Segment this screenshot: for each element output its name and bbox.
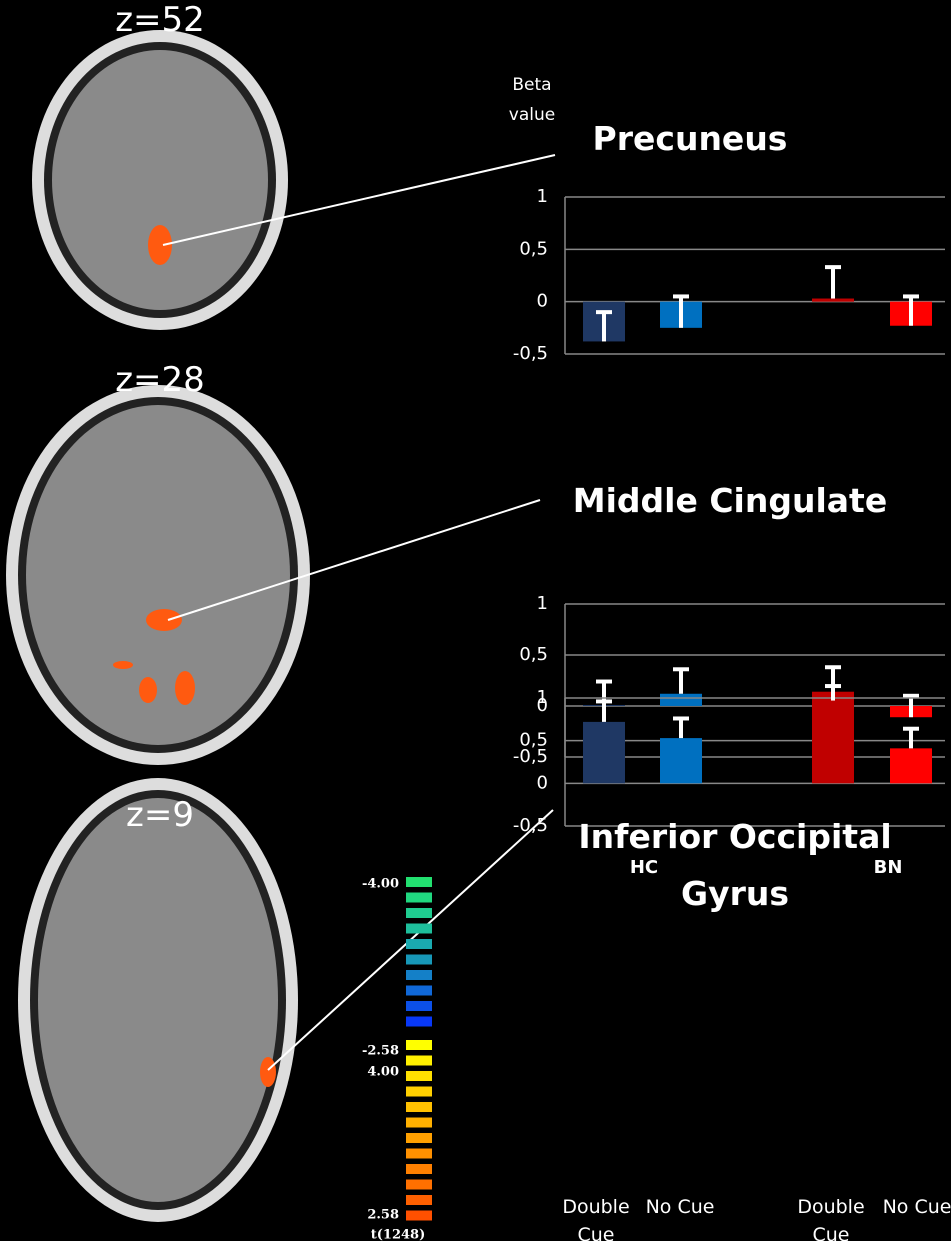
brain-slice: [6, 385, 310, 765]
colorbar-swatch: [406, 985, 432, 996]
colorbar-swatch: [406, 892, 432, 903]
slice-label: z=28: [115, 360, 205, 400]
colorbar-title: t(1248): [371, 1228, 426, 1241]
y-tick-label: 0,5: [519, 730, 548, 751]
connector: [162, 154, 556, 246]
colorbar-swatch: [406, 1117, 432, 1128]
colorbar-swatch: [406, 923, 432, 934]
chart-title: Precuneus: [592, 119, 788, 158]
colorbar-swatch: [406, 1102, 432, 1112]
y-axis-label: Beta value: [508, 75, 556, 125]
x-tick-label: Double Cue: [562, 1196, 630, 1241]
bar: [812, 700, 854, 784]
brain-slice: [32, 30, 288, 330]
brain-slice: [18, 778, 298, 1222]
colorbar-swatch: [406, 1148, 432, 1159]
x-tick-label: No Cue: [645, 1196, 715, 1218]
colorbar-swatch: [406, 877, 432, 887]
y-tick-label: -0,5: [513, 343, 548, 364]
x-tick-label: Double Cue: [797, 1196, 865, 1241]
colorbar-swatch: [406, 970, 432, 980]
colorbar-swatch: [406, 1133, 432, 1143]
y-tick-label: 0: [537, 291, 548, 312]
y-tick-label: 0,5: [519, 238, 548, 259]
colorbar-swatch: [406, 1210, 432, 1221]
slice-label: z=52: [115, 0, 205, 40]
colorbar-swatch: [406, 1040, 432, 1050]
bar: [812, 298, 854, 302]
colorbar-swatch: [406, 1195, 432, 1205]
group-label: BN: [874, 857, 903, 878]
chart-title: Inferior Occipital Gyrus: [578, 817, 892, 913]
colorbar-label: 2.58: [367, 1208, 399, 1223]
y-tick-label: 1: [537, 186, 548, 207]
chart-title: Middle Cingulate: [572, 481, 888, 520]
bar: [583, 721, 625, 784]
colorbar-label: -4.00: [362, 877, 399, 892]
y-tick-label: 1: [537, 687, 548, 708]
colorbar-swatch: [406, 1071, 432, 1081]
bar: [660, 693, 702, 706]
connector: [167, 499, 541, 621]
y-tick-label: 1: [537, 593, 548, 614]
y-tick-label: -0,5: [513, 746, 548, 767]
y-tick-label: 0,5: [519, 644, 548, 665]
colorbar-swatch: [406, 939, 432, 949]
colorbar-swatch: [406, 1055, 432, 1066]
colorbar-swatch: [406, 1001, 432, 1011]
y-tick-label: 0: [537, 772, 548, 793]
slice-label: z=9: [126, 795, 194, 835]
group-label: HC: [630, 857, 658, 878]
colorbar-swatch: [406, 1164, 432, 1174]
bar: [660, 738, 702, 784]
colorbar-swatch: [406, 1016, 432, 1027]
colorbar-swatch: [406, 1086, 432, 1097]
colorbar-swatch: [406, 954, 432, 965]
colorbar-label: -2.58: [362, 1044, 399, 1059]
y-tick-label: -0,5: [513, 815, 548, 836]
y-tick-label: 0: [537, 695, 548, 716]
x-tick-label: No Cue: [882, 1196, 951, 1218]
bar: [890, 748, 932, 784]
colorbar-label: 4.00: [367, 1065, 399, 1080]
colorbar-swatch: [406, 1179, 432, 1190]
colorbar-swatch: [406, 908, 432, 918]
